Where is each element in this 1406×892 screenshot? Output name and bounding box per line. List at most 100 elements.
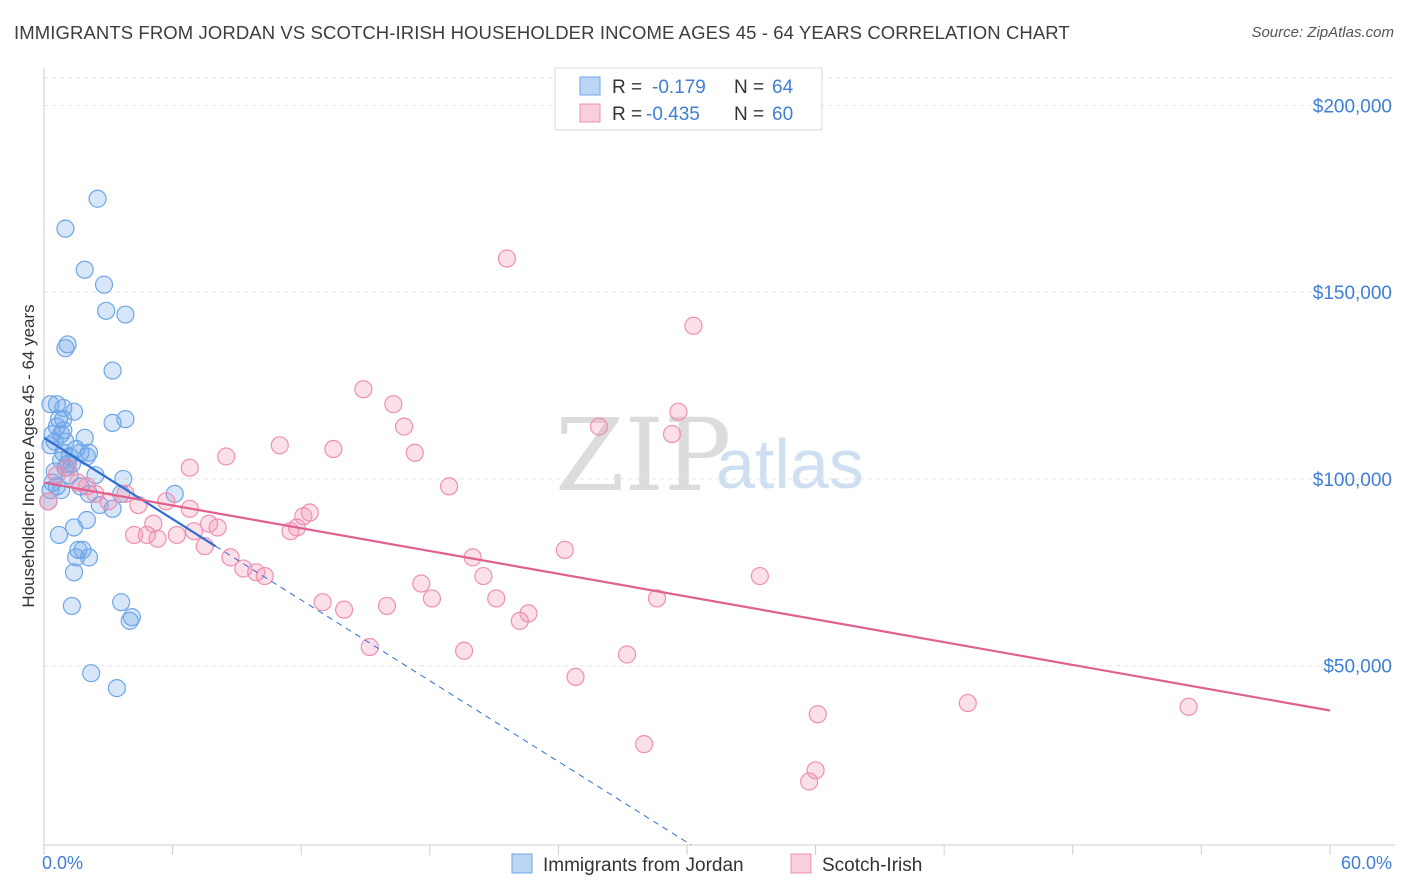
scotch-point-6 (99, 492, 118, 511)
jordan-trend-extension (215, 545, 692, 846)
scotch-point-13 (157, 492, 176, 511)
stats-legend: R = -0.179 N = 64 R = -0.435 N = 60 (554, 67, 823, 131)
trend-lines (43, 436, 1331, 846)
source-credit: Source: ZipAtlas.com (1251, 24, 1394, 41)
y-axis-label: Householder Income Ages 45 - 64 years (19, 304, 38, 607)
scotch-trend-line (43, 481, 1331, 712)
y-tick-label-3: $200,000 (1313, 96, 1392, 117)
series-legend: Immigrants from Jordan Scotch-Irish (511, 853, 922, 876)
scotch-point-49 (519, 604, 538, 623)
scotch-point-53 (617, 645, 637, 664)
scotch-point-64 (1179, 697, 1198, 716)
legend-n-value-scotch: 60 (772, 104, 793, 125)
jordan-point-5 (116, 305, 135, 324)
scotch-point-32 (324, 439, 343, 459)
x-tick-label-1: 60.0% (1341, 853, 1392, 873)
jordan-point-53 (79, 548, 99, 567)
jordan-point-8 (103, 361, 122, 380)
scotch-point-54 (635, 735, 654, 754)
jordan-point-50 (69, 540, 88, 559)
jordan-point-48 (64, 518, 84, 537)
y-tick-label-0: $50,000 (1323, 657, 1392, 678)
jordan-point-2 (75, 260, 94, 279)
jordan-point-60 (107, 679, 126, 698)
scotch-point-45 (474, 566, 493, 586)
x-tick-labels: 0.0% 60.0% (42, 853, 1392, 873)
scotch-point-8 (124, 525, 144, 545)
scotch-point-15 (180, 458, 199, 477)
scotch-point-61 (806, 761, 825, 780)
scotch-point-63 (958, 693, 977, 713)
x-tick-label-0: 0.0% (42, 853, 83, 873)
scotch-point-36 (377, 596, 397, 616)
scotch-point-21 (217, 447, 236, 466)
scotch-point-58 (684, 316, 703, 335)
scotch-point-26 (270, 436, 289, 455)
chart-title: IMMIGRANTS FROM JORDAN VS SCOTCH-IRISH H… (14, 22, 1070, 43)
bottom-legend-label-jordan: Immigrants from Jordan (543, 855, 744, 876)
scotch-point-10 (137, 525, 156, 545)
jordan-point-12 (64, 402, 84, 421)
scotch-point-1 (47, 466, 66, 485)
scotch-point-57 (669, 402, 688, 421)
jordan-point-13 (49, 410, 69, 429)
scotch-point-20 (208, 518, 227, 537)
grid-lines (44, 77, 1395, 667)
jordan-point-30 (77, 447, 96, 466)
scotch-point-11 (144, 514, 163, 533)
bottom-legend-label-scotch: Scotch-Irish (822, 855, 922, 876)
legend-r-label-jordan: R = (612, 77, 642, 98)
jordan-point-23 (56, 432, 75, 451)
scotch-point-40 (412, 574, 431, 593)
jordan-point-56 (62, 596, 81, 616)
jordan-point-55 (112, 593, 131, 612)
jordan-point-54 (64, 563, 84, 582)
bottom-legend-swatch-scotch (790, 853, 812, 874)
jordan-point-62 (41, 481, 60, 500)
scotch-point-35 (360, 637, 379, 657)
legend-swatch-scotch (579, 103, 601, 123)
jordan-point-1 (56, 219, 75, 238)
watermark-zip: ZIP (555, 397, 731, 514)
y-tick-labels: $50,000 $100,000 $150,000 $200,000 (1313, 96, 1392, 677)
scotch-point-41 (422, 589, 442, 608)
watermark-atlas: atlas (716, 425, 864, 503)
scotch-point-30 (300, 503, 319, 522)
scotch-point-52 (590, 417, 609, 436)
scotch-point-39 (405, 443, 424, 462)
jordan-point-59 (82, 664, 101, 683)
scotch-point-12 (148, 529, 167, 548)
scotch-point-31 (313, 593, 332, 612)
legend-n-label-jordan: N = (734, 77, 764, 98)
scotch-point-59 (750, 566, 769, 586)
scotch-point-46 (487, 589, 506, 608)
y-tick-label-1: $100,000 (1313, 470, 1392, 491)
scotch-point-37 (384, 395, 403, 414)
scotch-point-51 (566, 667, 585, 686)
scotch-point-50 (555, 540, 574, 559)
scotch-point-60 (800, 772, 819, 791)
legend-swatch-jordan (579, 76, 601, 96)
scotch-point-25 (255, 566, 274, 586)
jordan-point-3 (94, 275, 114, 294)
jordan-point-49 (49, 525, 69, 545)
scotch-point-33 (334, 600, 354, 619)
legend-r-value-jordan: -0.179 (652, 77, 706, 98)
axes (43, 68, 1395, 855)
scotch-point-38 (394, 417, 414, 436)
jordan-point-4 (97, 301, 116, 320)
scotch-point-34 (354, 380, 373, 399)
jordan-point-0 (88, 189, 107, 208)
legend-n-label-scotch: N = (734, 104, 764, 125)
scotch-point-14 (167, 525, 186, 545)
scotch-point-2 (58, 458, 77, 477)
scotch-point-55 (647, 589, 667, 608)
legend-n-value-jordan: 64 (772, 77, 794, 98)
bottom-legend-swatch-jordan (511, 853, 533, 874)
series-scotch-points (39, 249, 1198, 791)
legend-r-value-scotch: -0.435 (646, 104, 700, 125)
legend-r-label-scotch: R = (612, 104, 642, 125)
jordan-trend-line (43, 436, 217, 548)
series-jordan-points (39, 189, 184, 698)
